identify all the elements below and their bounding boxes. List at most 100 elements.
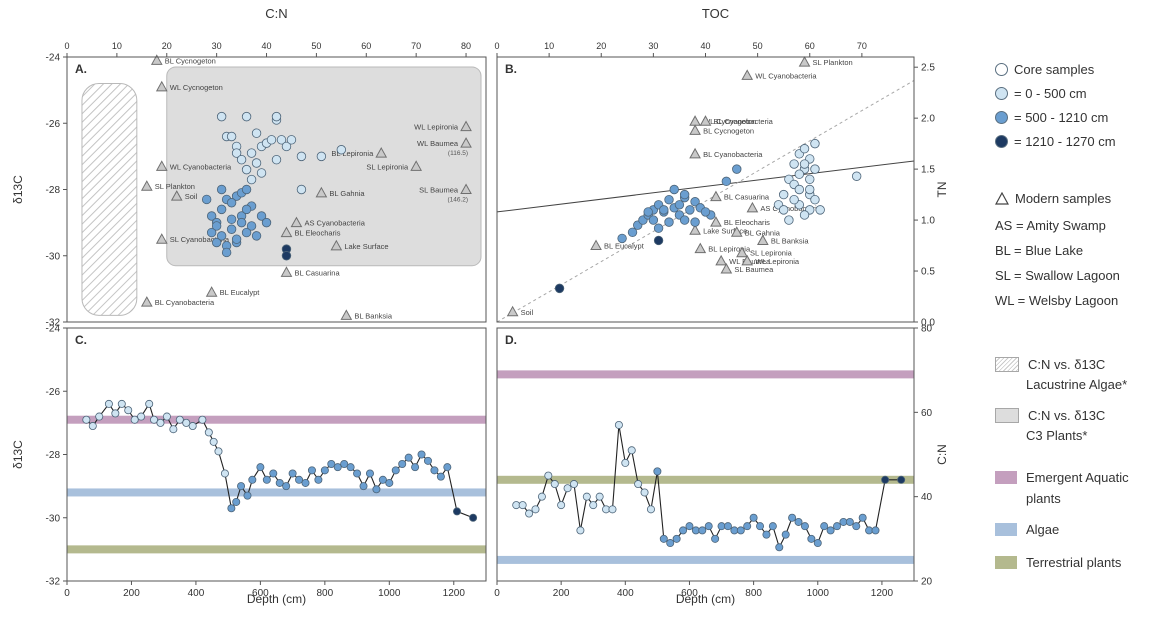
modern-sample-label: BL Lepironia: [331, 149, 374, 158]
panel-c-x-axis-title: Depth (cm): [247, 592, 306, 606]
panel-a-letter: A.: [75, 62, 87, 76]
panel-c-y-tick-label: -28: [46, 450, 61, 461]
depth-series-point: [756, 522, 765, 531]
core-sample-point: [664, 194, 674, 205]
panel-d-x-tick-label: 1000: [807, 588, 830, 599]
depth-series-point: [175, 415, 184, 424]
core-sample-point: [690, 217, 700, 227]
depth-series-point: [679, 526, 688, 535]
depth-series-point: [646, 505, 655, 514]
core-sample-point: [627, 227, 638, 238]
depth-series-point: [404, 453, 413, 462]
modern-sample-point: [710, 216, 722, 227]
depth-series-point: [544, 471, 553, 480]
modern-sample-point: [155, 233, 168, 244]
modern-sample-point: [699, 115, 712, 126]
modern-sample-point: [460, 183, 472, 194]
modern-sample-label: BL Casuarina: [294, 268, 340, 277]
depth-series-point: [365, 469, 374, 478]
depth-series-point: [531, 505, 540, 514]
modern-sample-point: [798, 56, 811, 67]
band-swatch-icon: [995, 523, 1017, 536]
modern-sample-label: BL Cyanobacteria: [155, 298, 215, 307]
modern-sample-label: BL Gahnia: [329, 189, 365, 198]
depth-series-point: [762, 530, 771, 539]
core-sample-point: [685, 205, 695, 215]
legend-region-line1: C:N vs. δ13C: [1028, 357, 1106, 372]
core-sample-point: [805, 174, 815, 185]
modern-sample-point: [741, 69, 754, 80]
panel-b-x-tick-label: 30: [648, 41, 658, 51]
depth-series-point: [743, 522, 752, 531]
legend-region-line1: C:N vs. δ13C: [1028, 408, 1106, 423]
panel-a-x-tick-label: 40: [262, 41, 272, 51]
depth-series-point: [640, 488, 649, 497]
depth-series-point: [398, 459, 407, 468]
core-sample-point: [256, 211, 267, 221]
reference-band: [497, 555, 914, 564]
core-sample-point: [659, 205, 669, 215]
depth-series-point: [237, 482, 246, 491]
depth-series-point: [198, 415, 207, 424]
band-swatch-icon: [995, 556, 1017, 569]
core-sample-point: [794, 184, 805, 195]
modern-sample-label: BL Eucalypt: [220, 288, 261, 297]
depth-series-point: [698, 526, 707, 535]
panel-b-y-tick-label: 2.5: [921, 63, 935, 74]
core-sample-point: [799, 144, 810, 154]
depth-series-point: [314, 475, 323, 484]
panel-d-x-tick-label: 600: [681, 588, 698, 599]
core-sample-point: [266, 135, 277, 145]
depth-series-point: [525, 509, 534, 518]
depth-series-point: [423, 456, 432, 465]
core-sample-point: [201, 194, 212, 205]
depth-series-point: [634, 480, 643, 489]
core-sample-point: [261, 217, 272, 228]
core-sample-point: [206, 227, 217, 238]
panel-b-y-tick-label: 0.5: [921, 267, 935, 278]
modern-sample-label: SL Lepironia: [750, 249, 793, 258]
depth-series-point: [820, 522, 829, 531]
panel-b-x-tick-label: 20: [596, 41, 606, 51]
panel-b-y-axis-title: TN: [935, 182, 949, 198]
legend-core-item: = 0 - 500 cm: [995, 86, 1087, 101]
modern-sample-label: SL Baumea: [419, 186, 459, 195]
legend-band-label: Terrestrial plants: [1026, 555, 1122, 570]
depth-series-point: [768, 522, 777, 531]
panel-d-x-axis-title: Depth (cm): [676, 592, 735, 606]
core-sample-point: [276, 135, 287, 145]
band-swatch-icon: [995, 471, 1017, 484]
reference-band: [67, 415, 486, 424]
legend-region-line2: Lacustrine Algae*: [1026, 377, 1128, 392]
panel-b-x-tick-label: 60: [805, 41, 815, 51]
panel-b-frame: [496, 56, 915, 323]
core-sample-point: [216, 231, 227, 241]
modern-sample-point: [720, 262, 733, 274]
depth-series-point: [162, 412, 171, 421]
legend: Core samples = 0 - 500 cm = 500 - 1210 c…: [995, 0, 1168, 634]
depth-series-point: [608, 505, 617, 514]
legend-site: AS = Amity Swamp: [995, 218, 1106, 233]
modern-sample-point: [340, 309, 353, 320]
modern-sample-point: [506, 305, 519, 317]
panel-c-x-tick-label: 1200: [443, 588, 466, 599]
depth-series-point: [124, 406, 133, 415]
depth-series-point: [788, 513, 797, 522]
core-sample-point: [251, 231, 262, 241]
depth-series-point: [295, 475, 304, 484]
modern-sample-point: [756, 234, 769, 245]
panel-d-x-tick-label: 800: [745, 588, 762, 599]
circle-icon: [995, 111, 1008, 124]
lacustrine-algae-region: [81, 83, 138, 316]
legend-band-label: Algae: [1026, 522, 1060, 537]
core-sample-point: [690, 197, 700, 207]
depth-series-point: [145, 399, 154, 408]
modern-sample-label: Soil: [185, 192, 198, 201]
core-sample-point: [241, 111, 252, 122]
depth-series-point: [104, 399, 113, 408]
legend-core-item: = 1210 - 1270 cm: [995, 134, 1116, 149]
depth-series-point: [557, 501, 566, 510]
depth-series-point: [775, 543, 784, 552]
depth-series-point: [307, 466, 316, 475]
